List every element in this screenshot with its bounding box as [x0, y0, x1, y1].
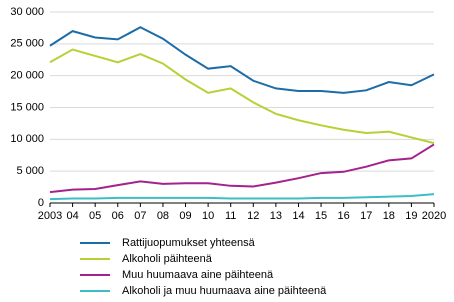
x-tick-label: 17: [360, 210, 372, 222]
y-tick-label: 5 000: [16, 165, 44, 177]
x-tick-label: 2003: [38, 210, 62, 222]
legend-label: Alkoholi ja muu huumaava aine päihteenä: [122, 285, 327, 297]
x-tick-label: 12: [247, 210, 259, 222]
series-line: [49, 26, 435, 94]
legend-label: Muu huumaava aine päihteenä: [122, 269, 274, 281]
series-line: [49, 193, 435, 201]
x-tick-label: 11: [225, 210, 236, 222]
x-tick-label: 18: [383, 210, 395, 222]
x-tick-label: 14: [292, 210, 304, 222]
x-tick-label: 06: [112, 210, 124, 222]
x-tick-label: 09: [179, 210, 191, 222]
x-tick-label: 2020: [422, 210, 446, 222]
y-tick-label: 20 000: [10, 70, 44, 82]
y-tick-label: 25 000: [10, 38, 44, 50]
legend-label: Rattijuopumukset yhteensä: [122, 237, 256, 249]
y-tick-label: 10 000: [10, 133, 44, 145]
x-tick-label: 10: [202, 210, 214, 222]
x-tick-label: 08: [157, 210, 169, 222]
legend-label: Alkoholi päihteenä: [122, 253, 213, 265]
x-tick-label: 05: [89, 210, 101, 222]
x-tick-label: 04: [66, 210, 78, 222]
series-line: [49, 143, 435, 194]
y-tick-label: 15 000: [10, 101, 44, 113]
y-tick-label: 30 000: [10, 6, 44, 18]
x-tick-label: 13: [270, 210, 282, 222]
series-line: [49, 48, 435, 145]
x-tick-label: 15: [315, 210, 327, 222]
x-tick-label: 16: [338, 210, 350, 222]
y-tick-label: 0: [38, 197, 44, 209]
x-tick-label: 19: [405, 210, 417, 222]
x-tick-label: 07: [134, 210, 146, 222]
